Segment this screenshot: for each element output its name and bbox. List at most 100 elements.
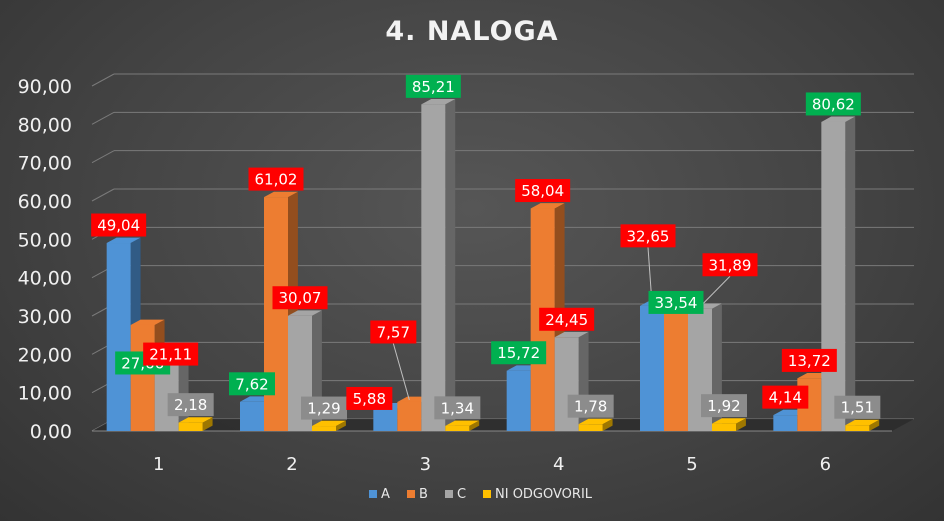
bar-top xyxy=(445,420,480,426)
data-label: 80,62 xyxy=(812,95,855,113)
data-label: 7,62 xyxy=(235,375,268,393)
bar-top xyxy=(421,98,456,105)
data-label-box xyxy=(834,395,881,419)
data-label: 21,11 xyxy=(149,346,192,364)
bar-side xyxy=(469,420,480,431)
data-label: 30,07 xyxy=(279,289,322,307)
legend-swatch xyxy=(483,490,491,498)
bar xyxy=(397,401,422,431)
bar xyxy=(240,401,264,431)
x-tick-label: 6 xyxy=(820,454,831,475)
legend-entry: C xyxy=(457,487,466,502)
y-tick-label: 40,00 xyxy=(18,268,72,290)
y-axis-ticks: 0,00 10,00 20,00 30,00 40,00 50,00 60,00 70,00 8… xyxy=(18,76,72,443)
data-label-box xyxy=(515,179,571,203)
bar xyxy=(106,243,131,431)
data-label: 33,54 xyxy=(655,294,698,312)
bar-side xyxy=(869,419,880,431)
bar xyxy=(178,422,203,431)
legend-entry: NI ODGOVORIL xyxy=(495,487,593,502)
bar xyxy=(821,121,846,431)
data-label: 49,04 xyxy=(97,217,140,235)
data-label-box xyxy=(370,320,417,344)
data-label-box xyxy=(781,348,837,372)
x-tick-label: 3 xyxy=(420,454,431,475)
data-label-box xyxy=(620,224,676,248)
bar-top xyxy=(821,116,856,122)
y-tick-label: 30,00 xyxy=(18,306,72,328)
bar-top xyxy=(288,310,322,316)
data-labels: 49,0427,6621,112,187,6261,0230,071,295,8… xyxy=(91,74,881,420)
bar xyxy=(640,305,664,431)
data-label: 13,72 xyxy=(788,352,831,370)
data-label: 5,88 xyxy=(353,390,386,408)
data-label-box xyxy=(805,92,861,116)
data-label: 4,14 xyxy=(769,389,802,407)
data-label: 58,04 xyxy=(521,182,564,200)
data-label-box xyxy=(491,341,547,365)
bar xyxy=(130,324,155,431)
grid-line-depth xyxy=(91,150,115,164)
data-label: 32,65 xyxy=(627,227,670,245)
bar xyxy=(712,423,736,431)
data-label-box xyxy=(762,385,809,409)
bar-side xyxy=(445,98,456,431)
bar-top xyxy=(554,331,589,338)
data-label-box xyxy=(91,213,147,237)
y-tick-label: 70,00 xyxy=(18,153,72,175)
legend-entry: A xyxy=(381,487,390,502)
bar xyxy=(373,408,398,431)
data-label: 1,92 xyxy=(707,397,740,415)
legend-swatch xyxy=(369,490,377,498)
data-label-box xyxy=(702,253,758,277)
grid-line-depth xyxy=(91,111,115,125)
data-label-box xyxy=(248,167,304,191)
bar-side xyxy=(336,420,346,431)
grid-line-depth xyxy=(91,73,115,87)
bar-top xyxy=(312,420,346,427)
x-tick-label: 1 xyxy=(153,454,164,475)
data-label: 7,57 xyxy=(377,323,410,341)
bar-side xyxy=(736,418,746,431)
data-label: 85,21 xyxy=(412,78,455,96)
y-tick-label: 60,00 xyxy=(18,191,72,213)
data-label-box xyxy=(539,307,595,331)
legend-entry: B xyxy=(419,487,428,502)
data-label-box xyxy=(701,394,747,418)
bar-top xyxy=(712,418,746,424)
x-tick-label: 4 xyxy=(553,454,564,475)
bar-top xyxy=(178,417,213,423)
data-label: 24,45 xyxy=(545,311,588,329)
data-label-box xyxy=(229,372,275,396)
data-label-box xyxy=(648,290,704,314)
bar-side xyxy=(602,418,613,431)
bar xyxy=(421,104,446,431)
y-tick-label: 20,00 xyxy=(18,344,72,366)
y-tick-label: 80,00 xyxy=(18,114,72,136)
legend-swatch xyxy=(445,490,453,498)
legend-swatch xyxy=(407,490,415,498)
bar xyxy=(264,197,288,431)
bar-side xyxy=(202,417,213,431)
bar xyxy=(664,302,688,431)
y-tick-label: 50,00 xyxy=(18,229,72,251)
bar xyxy=(578,424,603,431)
bar xyxy=(506,370,531,431)
x-tick-label: 2 xyxy=(286,454,297,475)
data-label-box xyxy=(167,393,214,417)
bar-side xyxy=(845,116,856,431)
y-tick-label: 90,00 xyxy=(18,76,72,98)
data-label-box xyxy=(272,286,328,310)
label-leader-line xyxy=(392,343,410,401)
data-label: 1,29 xyxy=(307,400,340,418)
x-axis-ticks: 1 2 3 4 5 6 xyxy=(153,454,831,475)
bar-top xyxy=(106,237,141,244)
data-label-box xyxy=(434,396,481,420)
bar xyxy=(773,415,798,431)
bar xyxy=(445,425,470,431)
grid-lines xyxy=(91,73,914,432)
bars xyxy=(106,98,880,431)
data-label: 1,51 xyxy=(841,399,874,417)
